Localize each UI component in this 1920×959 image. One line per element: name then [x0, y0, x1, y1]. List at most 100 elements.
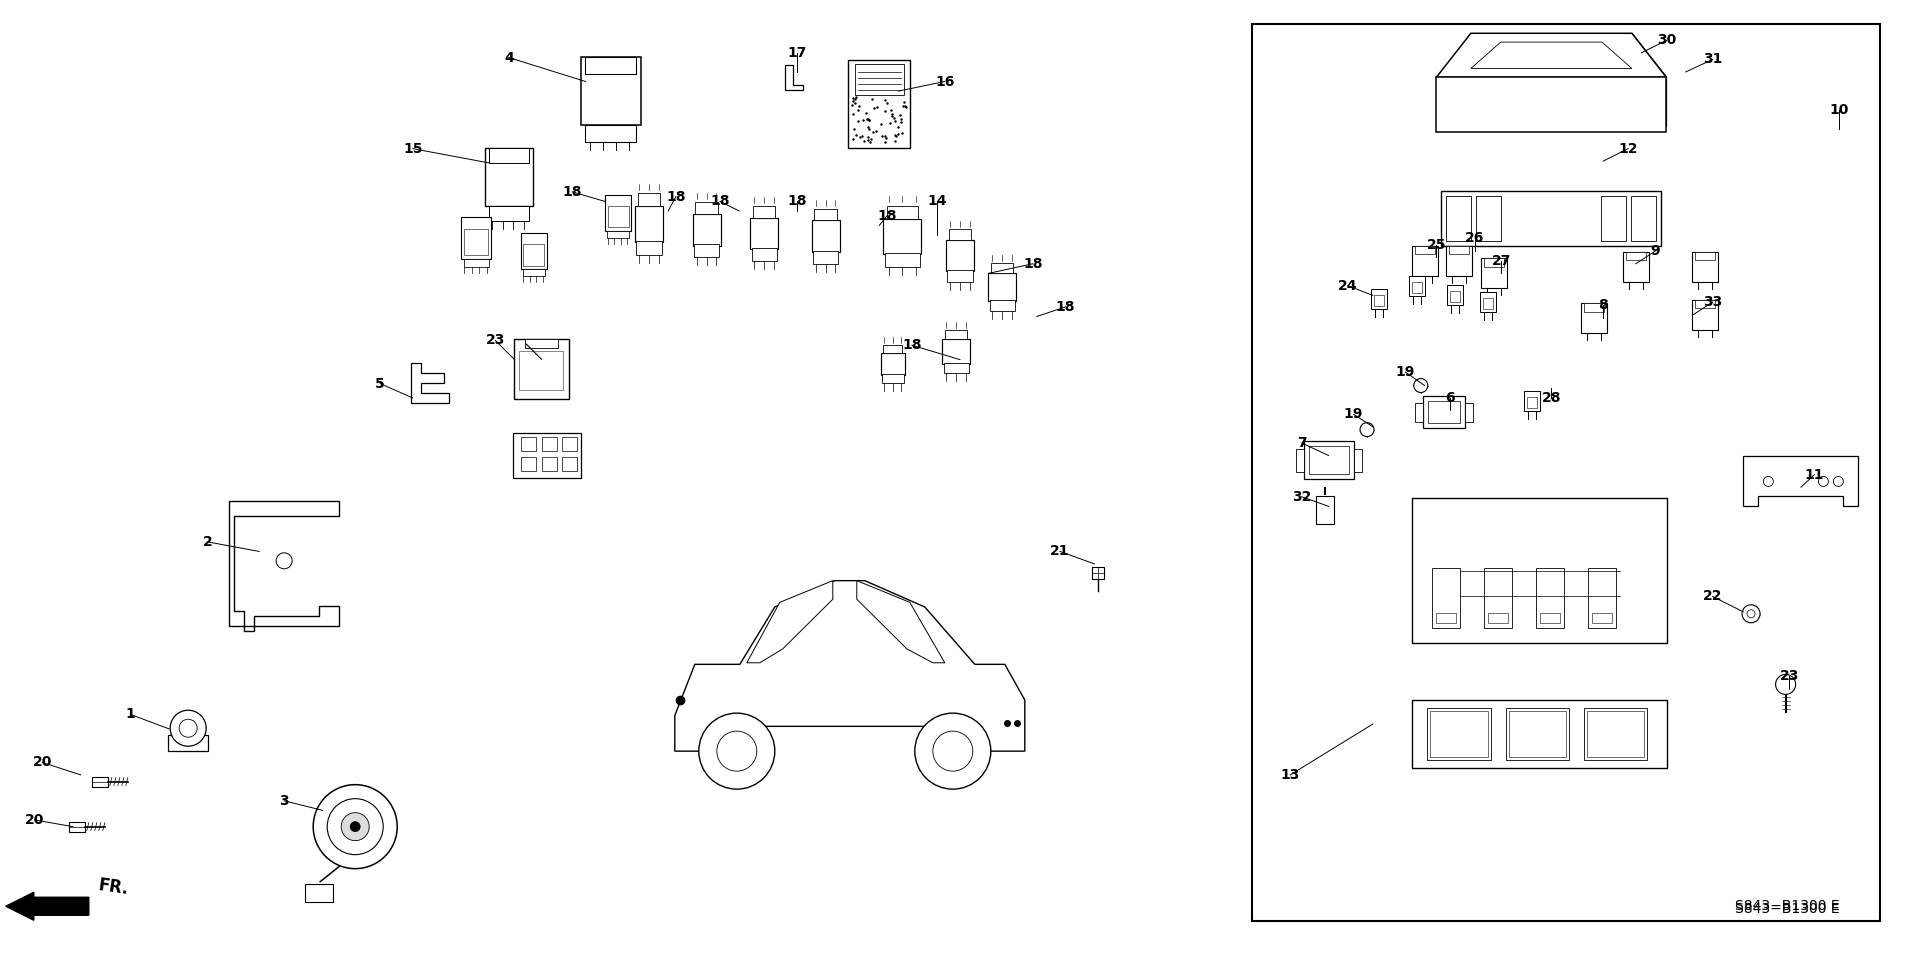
Circle shape: [179, 719, 198, 737]
Bar: [1430, 711, 1488, 757]
Circle shape: [1763, 477, 1774, 486]
Bar: [636, 206, 662, 242]
Text: 2: 2: [202, 535, 213, 549]
Bar: [1580, 303, 1607, 334]
Bar: [1304, 441, 1354, 480]
Bar: [1695, 251, 1715, 260]
Bar: [463, 259, 490, 268]
Text: 16: 16: [935, 75, 954, 88]
Bar: [636, 241, 662, 255]
Text: 33: 33: [1703, 295, 1722, 309]
Bar: [69, 822, 84, 831]
Bar: [948, 229, 972, 241]
Bar: [1371, 290, 1386, 309]
Bar: [1536, 568, 1565, 628]
Polygon shape: [1743, 456, 1859, 506]
Text: 20: 20: [33, 756, 52, 769]
Text: 27: 27: [1492, 254, 1511, 268]
Bar: [989, 300, 1016, 311]
Bar: [1450, 292, 1461, 302]
Bar: [1622, 251, 1649, 282]
Bar: [607, 231, 630, 238]
Bar: [945, 330, 968, 339]
Circle shape: [171, 711, 205, 746]
Circle shape: [1747, 610, 1755, 618]
Text: 18: 18: [787, 195, 806, 208]
Bar: [609, 205, 628, 227]
Bar: [991, 264, 1014, 273]
Circle shape: [1413, 379, 1428, 392]
Text: 31: 31: [1703, 53, 1722, 66]
Text: 3: 3: [278, 794, 290, 807]
Text: 26: 26: [1465, 231, 1484, 245]
Bar: [812, 251, 839, 264]
Text: 11: 11: [1805, 468, 1824, 481]
Bar: [520, 233, 547, 269]
Text: 30: 30: [1657, 34, 1676, 47]
Circle shape: [1741, 605, 1761, 622]
Bar: [522, 269, 545, 276]
Text: 15: 15: [403, 142, 422, 155]
Text: 18: 18: [666, 190, 685, 203]
Bar: [883, 344, 902, 353]
Text: 18: 18: [902, 339, 922, 352]
Bar: [465, 229, 488, 255]
Bar: [1427, 708, 1490, 760]
Bar: [943, 339, 970, 363]
Polygon shape: [674, 580, 1025, 751]
Text: 18: 18: [877, 209, 897, 222]
Bar: [522, 456, 536, 471]
Bar: [522, 436, 536, 451]
Bar: [1442, 191, 1661, 246]
Text: 28: 28: [1542, 391, 1561, 405]
Text: S843−B1300 E: S843−B1300 E: [1736, 900, 1839, 913]
Bar: [1626, 251, 1645, 260]
Bar: [1373, 295, 1384, 306]
Bar: [854, 64, 904, 95]
Bar: [580, 58, 641, 125]
Text: 4: 4: [503, 51, 515, 64]
Bar: [989, 273, 1016, 301]
Bar: [1432, 568, 1461, 628]
Polygon shape: [1471, 42, 1632, 68]
Bar: [1315, 496, 1334, 525]
Bar: [695, 202, 718, 214]
Bar: [812, 221, 839, 252]
Bar: [1446, 246, 1473, 276]
Text: 20: 20: [25, 813, 44, 827]
Bar: [885, 253, 920, 268]
Bar: [1092, 568, 1104, 579]
Bar: [1411, 246, 1438, 276]
Bar: [693, 245, 720, 257]
Bar: [693, 214, 720, 246]
Text: 8: 8: [1597, 298, 1609, 312]
Bar: [541, 436, 557, 451]
Text: 32: 32: [1292, 490, 1311, 503]
Bar: [887, 205, 918, 219]
Bar: [1480, 258, 1507, 289]
Bar: [1540, 613, 1561, 623]
Polygon shape: [856, 580, 945, 663]
Bar: [563, 436, 578, 451]
Polygon shape: [411, 363, 449, 403]
Bar: [1446, 197, 1471, 241]
Bar: [1524, 391, 1540, 410]
Circle shape: [313, 784, 397, 869]
Bar: [1465, 403, 1473, 422]
Text: 19: 19: [1396, 365, 1415, 379]
Bar: [1588, 711, 1644, 757]
Circle shape: [276, 552, 292, 569]
Bar: [814, 209, 837, 221]
Bar: [520, 351, 563, 390]
Bar: [1484, 258, 1503, 267]
Bar: [169, 736, 207, 751]
Text: 21: 21: [1050, 545, 1069, 558]
Bar: [1252, 24, 1880, 921]
Text: 5: 5: [374, 377, 386, 390]
Bar: [1509, 711, 1567, 757]
Bar: [524, 339, 559, 348]
Text: 17: 17: [787, 46, 806, 59]
Bar: [881, 374, 904, 383]
Bar: [1482, 298, 1494, 309]
Bar: [1413, 700, 1667, 767]
